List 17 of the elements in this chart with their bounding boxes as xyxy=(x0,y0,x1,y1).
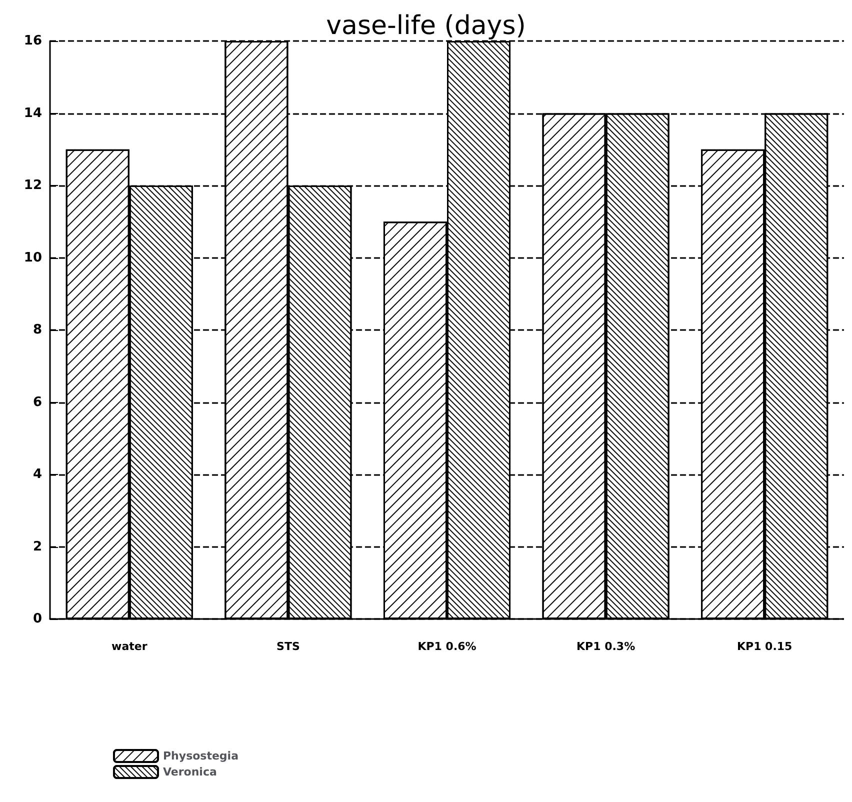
y-tick-label: 12 xyxy=(24,178,42,193)
y-tick-label: 4 xyxy=(32,467,42,482)
y-tick-label: 16 xyxy=(24,34,42,48)
y-tick-label: 2 xyxy=(32,539,42,554)
y-tick-label: 10 xyxy=(24,250,42,266)
x-tick-label: water xyxy=(112,640,148,653)
chart-title: vase-life (days) xyxy=(326,11,526,41)
y-tick-label: 8 xyxy=(32,322,42,338)
y-tick-label: 0 xyxy=(32,612,42,626)
legend-label: Physostegia xyxy=(163,750,239,762)
x-tick-label: KP1 0.6% xyxy=(418,640,476,653)
y-tick-label: 14 xyxy=(24,106,42,121)
x-tick-label: KP1 0.15 xyxy=(736,640,792,653)
y-tick-label: 6 xyxy=(32,394,42,410)
x-tick-label: KP1 0.3% xyxy=(576,640,636,653)
legend-label: Veronica xyxy=(163,766,217,778)
x-tick-label: STS xyxy=(276,640,300,653)
